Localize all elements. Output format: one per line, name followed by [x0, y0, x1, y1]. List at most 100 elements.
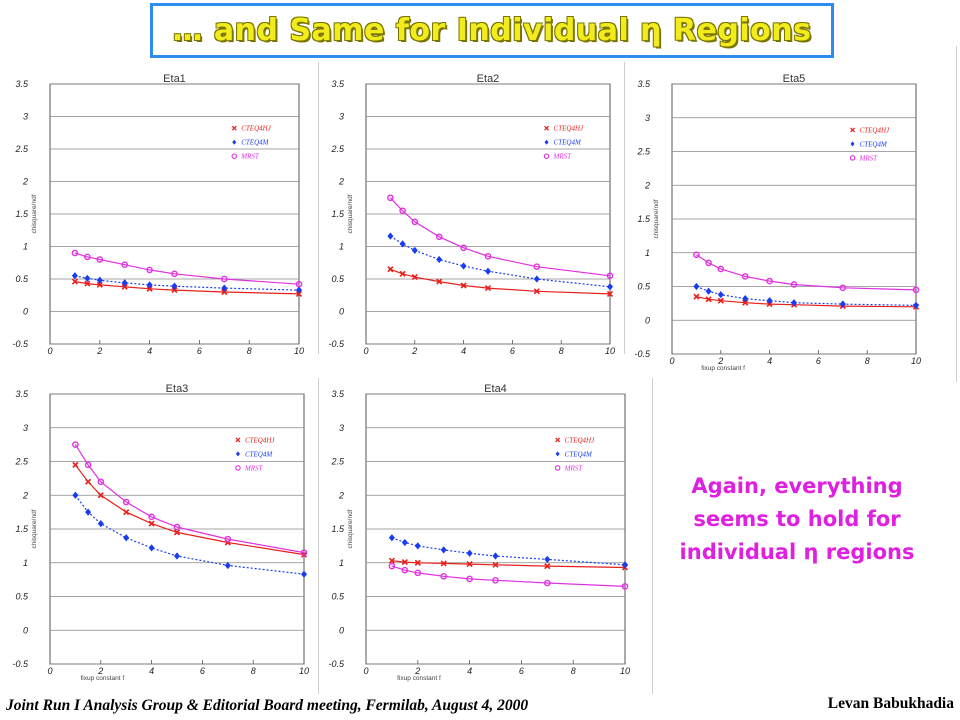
data-point	[705, 287, 712, 295]
data-point	[97, 492, 104, 499]
y-tick-label: 1	[23, 242, 28, 252]
data-point	[401, 566, 409, 574]
y-axis-label: chisquare/ndf	[31, 194, 38, 233]
legend-label: CTEQ4M	[860, 140, 888, 148]
x-axis-label: fixup constant f	[701, 365, 745, 372]
series-line	[74, 494, 305, 575]
data-point	[839, 284, 847, 292]
data-point	[717, 265, 725, 273]
plot-title: Eta3	[166, 383, 189, 395]
series-line	[696, 285, 917, 306]
data-point	[295, 286, 303, 294]
y-tick-label: 0	[339, 625, 344, 635]
y-tick-label: -0.5	[634, 349, 651, 359]
chart-eta3: Eta3 -0.5 0 0.5 1 1.5 2 2.5 3 3.5 0 2 4 6 8 10 chisquare…	[2, 380, 312, 682]
data-point	[484, 252, 492, 260]
data-point	[742, 295, 749, 303]
y-tick-label: 0.5	[15, 274, 29, 284]
data-point	[705, 259, 712, 267]
data-point	[71, 278, 78, 285]
legend-marker	[543, 153, 550, 159]
legend-label: MRST	[564, 464, 584, 472]
series-line	[74, 444, 305, 554]
data-point	[742, 299, 749, 306]
y-axis-label: chisquare/ndf	[347, 509, 354, 548]
legend-label: CTEQ4M	[565, 450, 593, 458]
data-point	[146, 281, 153, 289]
panel-divider	[956, 46, 957, 382]
y-tick-label: 1.5	[331, 209, 345, 219]
data-point	[414, 542, 421, 550]
data-point	[72, 441, 79, 448]
y-tick-label: 3	[23, 423, 28, 433]
x-axis-label: fixup constant f	[397, 675, 441, 682]
data-point	[221, 288, 228, 296]
data-point	[466, 549, 473, 557]
data-point	[440, 546, 447, 554]
y-tick-label: 3	[645, 113, 650, 123]
data-point	[148, 520, 155, 527]
chart-eta2: Eta2 -0.5 0 0.5 1 1.5 2 2.5 3 3.5 0 2 4 6 8 10 chisquare…	[318, 70, 618, 360]
data-point	[72, 461, 79, 468]
x-tick-label: 8	[247, 346, 252, 356]
annotation-note: Again, everything seems to hold for indi…	[652, 470, 942, 569]
panel-divider	[624, 62, 625, 354]
data-point	[84, 274, 91, 282]
data-point	[123, 509, 130, 516]
data-point	[85, 508, 92, 516]
data-point	[121, 279, 128, 287]
data-point	[96, 256, 104, 263]
slide-title-box: … and Same for Individual η Regions	[150, 3, 834, 58]
footer-author: Levan Babukhadia	[827, 695, 954, 712]
y-tick-label: 2	[22, 490, 28, 500]
chart-svg: Eta2 -0.5 0 0.5 1 1.5 2 2.5 3 3.5 0 2 4 6 8 10 chisquare…	[328, 73, 615, 356]
data-point	[621, 583, 629, 590]
data-point	[224, 561, 231, 570]
data-point	[436, 278, 443, 285]
y-tick-label: 3	[339, 112, 344, 122]
data-point	[96, 281, 103, 288]
data-point	[121, 283, 128, 290]
y-tick-label: 2	[338, 490, 344, 500]
data-point	[295, 290, 303, 298]
x-tick-label: 10	[911, 356, 921, 366]
legend-label: CTEQ4HJ	[241, 125, 271, 133]
plot-title: Eta5	[783, 73, 806, 85]
data-point	[717, 290, 724, 299]
legend-marker	[554, 465, 561, 471]
y-axis-label: chisquare/ndf	[347, 194, 354, 233]
legend-label: MRST	[240, 153, 260, 161]
series-line	[74, 281, 300, 295]
data-point	[122, 498, 130, 506]
y-axis-label: chisquare/ndf	[31, 509, 38, 548]
data-point	[71, 272, 78, 280]
y-tick-label: 1.5	[15, 524, 29, 534]
note-line-2: seems to hold for	[693, 507, 901, 531]
legend-label: MRST	[244, 464, 264, 472]
x-tick-label: 10	[294, 346, 304, 356]
y-tick-label: 2	[338, 177, 344, 187]
panel-divider	[318, 378, 319, 694]
y-tick-label: 0	[645, 315, 650, 325]
data-point	[399, 207, 406, 215]
data-point	[912, 286, 920, 294]
y-tick-label: 1	[23, 558, 28, 568]
x-tick-label: 2	[96, 346, 102, 356]
data-point	[839, 300, 846, 308]
legend-marker	[235, 465, 241, 471]
data-point	[414, 559, 421, 566]
data-point	[705, 296, 712, 303]
y-tick-label: 3	[339, 423, 344, 433]
x-tick-label: 0	[363, 346, 368, 356]
x-tick-label: 0	[47, 666, 52, 676]
data-point	[693, 293, 700, 300]
data-point	[544, 563, 551, 570]
legend-marker	[555, 451, 560, 457]
data-point	[388, 562, 396, 570]
y-tick-label: 3.5	[15, 389, 29, 399]
data-point	[97, 478, 105, 486]
data-point	[912, 301, 920, 310]
data-point	[388, 534, 395, 542]
data-point	[621, 561, 629, 569]
legend-label: CTEQ4HJ	[554, 125, 584, 133]
